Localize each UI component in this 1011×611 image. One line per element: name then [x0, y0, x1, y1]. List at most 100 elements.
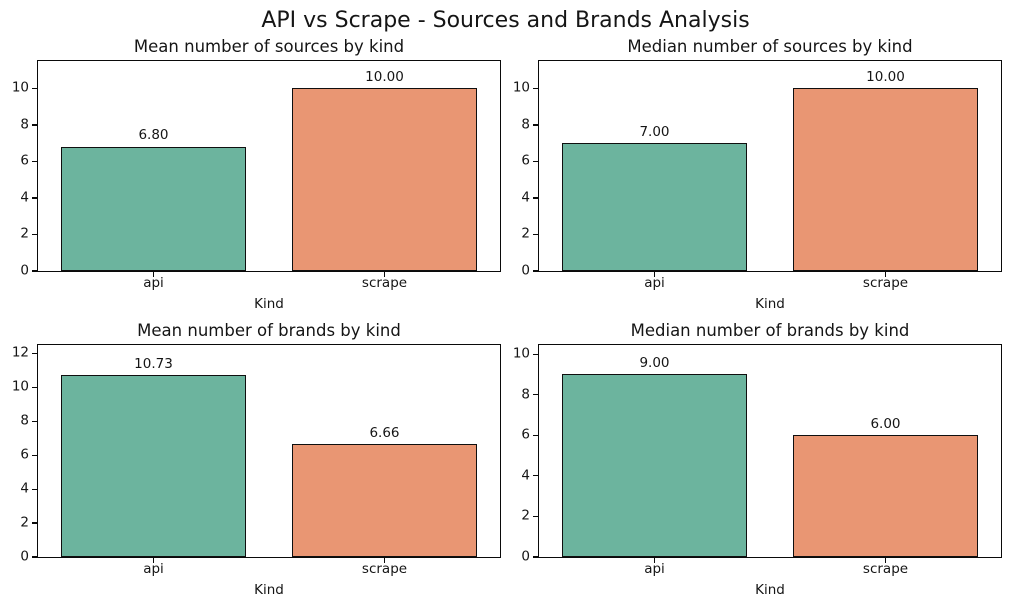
- x-axis-label: Kind: [755, 582, 785, 598]
- bar-scrape: [292, 88, 477, 271]
- y-tick-label: 12: [11, 344, 29, 361]
- x-tick-mark: [152, 558, 155, 563]
- x-tick-label: api: [644, 275, 665, 291]
- bar-api: [61, 375, 246, 557]
- x-tick-mark: [152, 272, 155, 277]
- y-tick-mark: [533, 270, 538, 272]
- x-axis-label: Kind: [254, 582, 284, 598]
- y-tick-label: 4: [20, 480, 29, 497]
- y-tick-mark: [32, 352, 37, 355]
- subplot-title: Mean number of sources by kind: [133, 37, 405, 56]
- y-tick-label: 6: [20, 446, 29, 463]
- bar-value-label: 7.00: [639, 123, 670, 140]
- y-tick-label: 2: [20, 225, 29, 242]
- x-tick-mark: [383, 272, 386, 277]
- y-tick-label: 2: [521, 225, 530, 242]
- y-tick-mark: [32, 270, 37, 272]
- y-tick-label: 10: [512, 79, 530, 96]
- x-axis-label: Kind: [755, 296, 785, 312]
- plot-area: 0 2 4 6 8 10 9.00 api 6.00 scrape: [513, 344, 1002, 576]
- y-tick-label: 6: [521, 152, 530, 169]
- x-tick-mark: [653, 558, 656, 563]
- x-tick-label: api: [143, 561, 164, 577]
- y-tick-mark: [32, 556, 37, 558]
- y-tick-label: 8: [521, 385, 530, 402]
- y-tick-label: 4: [20, 189, 29, 206]
- y-tick-label: 0: [20, 548, 29, 565]
- y-tick-label: 6: [20, 152, 29, 169]
- y-tick-label: 10: [11, 378, 29, 395]
- x-tick-label: scrape: [862, 561, 909, 577]
- plot-area: 0 2 4 6 8 10 7.00 api 10.00 scrape: [513, 60, 1002, 290]
- subplot-median-brands: Median number of brands by kind 0 2 4 6 8 10 9…: [513, 321, 1002, 597]
- y-tick-mark: [533, 475, 538, 477]
- y-tick-mark: [533, 124, 538, 126]
- y-tick-mark: [32, 488, 37, 490]
- x-tick-label: scrape: [361, 561, 408, 577]
- subplot-mean-brands: Mean number of brands by kind 0 2 4 6 8 10 12 1…: [12, 321, 501, 597]
- x-tick-label: scrape: [862, 275, 909, 291]
- figure-suptitle: API vs Scrape - Sources and Brands Analy…: [261, 8, 750, 33]
- x-tick-label: api: [644, 561, 665, 577]
- y-tick-label: 4: [521, 467, 530, 484]
- bar-api: [562, 143, 747, 271]
- y-tick-label: 0: [521, 262, 530, 279]
- y-tick-mark: [32, 87, 37, 89]
- subplot-title: Mean number of brands by kind: [137, 321, 401, 340]
- y-tick-label: 10: [512, 345, 530, 362]
- y-tick-mark: [533, 394, 538, 396]
- bar-value-label: 10.00: [866, 68, 905, 85]
- bar-value-label: 6.80: [138, 127, 169, 144]
- y-tick-mark: [32, 386, 37, 388]
- y-tick-mark: [32, 233, 37, 236]
- y-tick-label: 8: [521, 116, 530, 133]
- subplot-mean-sources: Mean number of sources by kind 0 2 4 6 8 10 6.…: [12, 37, 501, 311]
- y-tick-mark: [533, 160, 538, 163]
- y-tick-mark: [533, 87, 538, 89]
- bar-value-label: 9.00: [639, 354, 670, 371]
- y-tick-label: 2: [20, 514, 29, 531]
- x-tick-mark: [884, 558, 887, 563]
- y-tick-mark: [533, 233, 538, 236]
- y-tick-mark: [32, 420, 37, 422]
- x-tick-mark: [884, 272, 887, 277]
- y-tick-label: 8: [20, 412, 29, 429]
- y-tick-mark: [32, 454, 37, 456]
- bar-scrape: [793, 88, 978, 271]
- y-tick-label: 8: [20, 116, 29, 133]
- x-tick-mark: [653, 272, 656, 277]
- y-tick-mark: [533, 434, 538, 436]
- x-tick-label: scrape: [361, 275, 408, 291]
- subplot-title: Median number of sources by kind: [627, 37, 913, 56]
- plot-area: 0 2 4 6 8 10 6.80 api 10.00 scrape: [12, 60, 501, 290]
- y-tick-mark: [32, 124, 37, 126]
- y-tick-label: 0: [20, 262, 29, 279]
- y-tick-mark: [533, 556, 538, 558]
- y-tick-label: 0: [521, 548, 530, 565]
- subplot-title: Median number of brands by kind: [630, 321, 910, 340]
- subplot-median-sources: Median number of sources by kind 0 2 4 6 8 10…: [513, 37, 1002, 311]
- x-tick-mark: [383, 558, 386, 563]
- y-tick-mark: [32, 197, 37, 199]
- bar-api: [562, 374, 747, 557]
- bar-value-label: 6.00: [870, 415, 901, 432]
- x-tick-label: api: [143, 275, 164, 291]
- bar-value-label: 6.66: [369, 424, 400, 441]
- bar-value-label: 10.73: [134, 355, 173, 372]
- x-axis-label: Kind: [254, 296, 284, 312]
- y-tick-label: 2: [521, 507, 530, 524]
- y-tick-mark: [533, 353, 538, 355]
- bar-value-label: 10.00: [365, 68, 404, 85]
- y-tick-mark: [533, 515, 538, 517]
- bar-api: [61, 146, 246, 271]
- bar-scrape: [793, 435, 978, 557]
- y-tick-label: 6: [521, 426, 530, 443]
- y-tick-label: 4: [521, 189, 530, 206]
- bar-scrape: [292, 444, 477, 557]
- y-tick-mark: [533, 197, 538, 199]
- plot-area: 0 2 4 6 8 10 12 10.73 api 6.66 scrape: [12, 344, 501, 576]
- y-tick-mark: [32, 522, 37, 524]
- y-tick-mark: [32, 160, 37, 163]
- y-tick-label: 10: [11, 79, 29, 96]
